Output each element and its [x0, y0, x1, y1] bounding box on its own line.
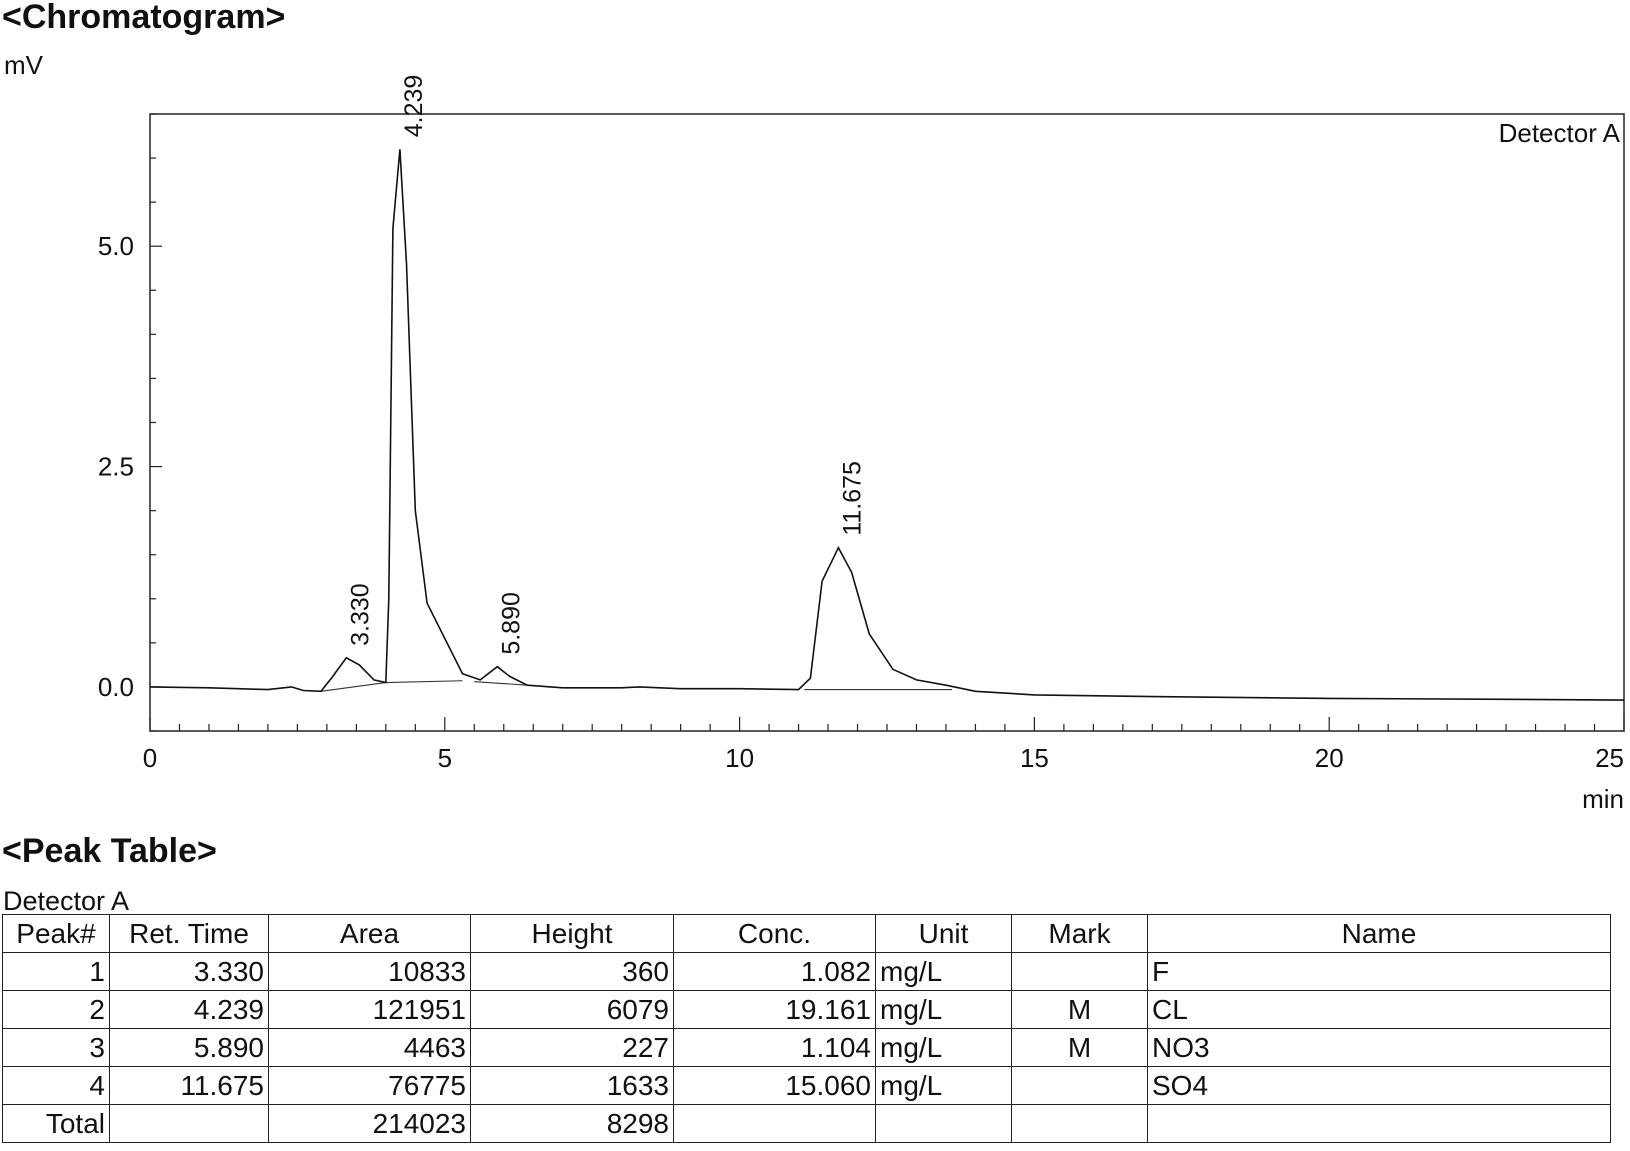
x-tick-label: 5	[438, 743, 452, 773]
header-area: Area	[268, 914, 471, 953]
peak-label: 11.675	[838, 461, 866, 536]
x-tick-label: 0	[143, 743, 157, 773]
chromatogram-heading: <Chromatogram>	[2, 0, 286, 36]
cell-unit: mg/L	[875, 990, 1012, 1029]
cell-height: 1633	[470, 1066, 674, 1105]
header-ret-time: Ret. Time	[109, 914, 269, 953]
cell-name: NO3	[1147, 1028, 1611, 1067]
legend-label: Detector A	[1499, 118, 1621, 148]
peak-label: 4.239	[400, 75, 428, 138]
cell-conc: 15.060	[673, 1066, 876, 1105]
cell-conc: 1.082	[673, 952, 876, 991]
peak-baseline	[320, 681, 386, 692]
peak-baseline	[474, 681, 528, 686]
peak-label: 3.330	[346, 583, 374, 646]
cell-ret-time: 3.330	[109, 952, 269, 991]
cell-name: SO4	[1147, 1066, 1611, 1105]
y-tick-label: 5.0	[98, 231, 134, 261]
cell-name: F	[1147, 952, 1611, 991]
cell-height: 360	[470, 952, 674, 991]
cell-ret-time	[109, 1104, 269, 1143]
cell-total-label: Total	[2, 1104, 110, 1143]
header-name: Name	[1147, 914, 1611, 953]
cell-conc: 1.104	[673, 1028, 876, 1067]
x-tick-label: 15	[1020, 743, 1049, 773]
y-axis-label: mV	[4, 50, 43, 80]
cell-area: 76775	[268, 1066, 471, 1105]
y-tick-label: 2.5	[98, 452, 134, 482]
cell-peak-no: 3	[2, 1028, 110, 1067]
x-tick-label: 10	[725, 743, 754, 773]
cell-height: 227	[470, 1028, 674, 1067]
table-total-row: Total 214023 8298	[2, 1104, 1611, 1143]
cell-ret-time: 11.675	[109, 1066, 269, 1105]
table-row: 2 4.239 121951 6079 19.161 mg/L M CL	[2, 990, 1611, 1029]
peak-table-detector-label: Detector A	[3, 886, 130, 916]
cell-area: 4463	[268, 1028, 471, 1067]
cell-ret-time: 5.890	[109, 1028, 269, 1067]
peak-table-header-row: Peak# Ret. Time Area Height Conc. Unit M…	[2, 914, 1611, 953]
cell-conc	[673, 1104, 876, 1143]
cell-unit: mg/L	[875, 1066, 1012, 1105]
header-unit: Unit	[875, 914, 1012, 953]
cell-unit: mg/L	[875, 1028, 1012, 1067]
cell-mark	[1011, 1104, 1148, 1143]
cell-name: CL	[1147, 990, 1611, 1029]
header-peak-no: Peak#	[2, 914, 110, 953]
peak-table-heading: <Peak Table>	[2, 832, 217, 870]
peak-label: 5.890	[497, 592, 525, 655]
header-conc: Conc.	[673, 914, 876, 953]
cell-mark	[1011, 1066, 1148, 1105]
header-mark: Mark	[1011, 914, 1148, 953]
chromatogram-chart: 0 5 10 15 20 25 0.0 2.5 5.0 3.330 4.239 5.890 11.67…	[98, 75, 1625, 814]
peak-baseline	[385, 680, 463, 684]
cell-unit	[875, 1104, 1012, 1143]
cell-conc: 19.161	[673, 990, 876, 1029]
cell-mark	[1011, 952, 1148, 991]
cell-area: 214023	[268, 1104, 471, 1143]
x-tick-label: 20	[1315, 743, 1344, 773]
cell-ret-time: 4.239	[109, 990, 269, 1029]
cell-peak-no: 1	[2, 952, 110, 991]
cell-name	[1147, 1104, 1611, 1143]
cell-unit: mg/L	[875, 952, 1012, 991]
cell-height: 8298	[470, 1104, 674, 1143]
cell-peak-no: 2	[2, 990, 110, 1029]
table-row: 3 5.890 4463 227 1.104 mg/L M NO3	[2, 1028, 1611, 1067]
cell-area: 10833	[268, 952, 471, 991]
cell-mark: M	[1011, 1028, 1148, 1067]
table-row: 1 3.330 10833 360 1.082 mg/L F	[2, 952, 1611, 991]
peak-table: Peak# Ret. Time Area Height Conc. Unit M…	[2, 914, 1611, 1143]
signal-trace	[149, 149, 1625, 701]
x-axis-label: min	[1582, 784, 1624, 814]
x-tick-label: 25	[1595, 743, 1624, 773]
cell-peak-no: 4	[2, 1066, 110, 1105]
table-row: 4 11.675 76775 1633 15.060 mg/L SO4	[2, 1066, 1611, 1105]
cell-area: 121951	[268, 990, 471, 1029]
header-height: Height	[470, 914, 674, 953]
cell-height: 6079	[470, 990, 674, 1029]
y-tick-label: 0.0	[98, 672, 134, 702]
cell-mark: M	[1011, 990, 1148, 1029]
